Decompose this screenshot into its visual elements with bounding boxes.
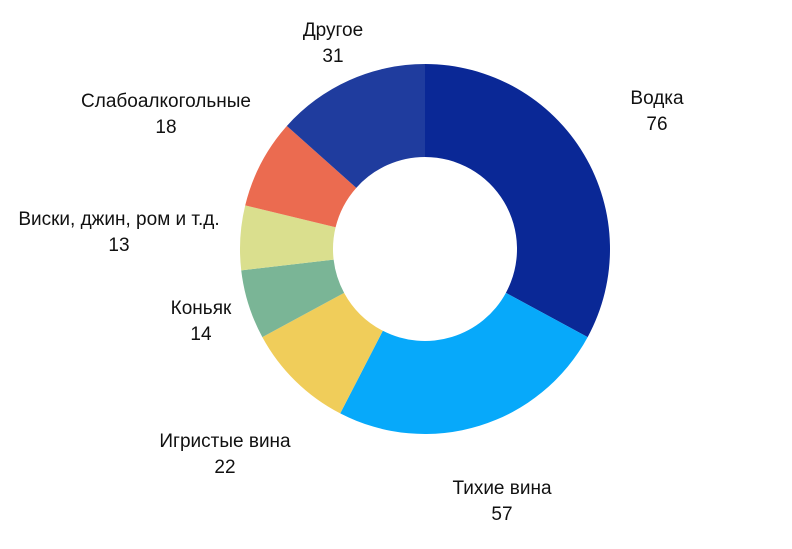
slice-value-5: 13 — [108, 235, 129, 256]
slice-label-4: Коньяк — [171, 298, 232, 319]
slice-label-7: Другое — [303, 20, 363, 41]
slice-value-7: 31 — [322, 46, 343, 67]
donut-slice-3 — [262, 292, 383, 414]
donut-slice-4 — [241, 259, 345, 338]
slice-value-2: 57 — [491, 504, 512, 525]
slice-label-5: Виски, джин, ром и т.д. — [18, 209, 219, 230]
slice-label-3: Игристые вина — [159, 431, 291, 452]
donut-slice-6 — [245, 125, 357, 228]
slice-value-1: 76 — [646, 114, 667, 135]
slice-value-3: 22 — [214, 457, 235, 478]
slice-value-4: 14 — [190, 324, 212, 345]
slice-label-1: Водка — [630, 88, 684, 109]
slice-label-2: Тихие вина — [452, 478, 552, 499]
slice-value-6: 18 — [155, 117, 176, 138]
donut-slice-5 — [239, 205, 336, 271]
donut-slice-1 — [425, 64, 610, 338]
donut-slice-7 — [286, 63, 425, 188]
slice-label-6: Слабоалкогольные — [81, 91, 251, 112]
donut-slice-2 — [340, 292, 588, 435]
